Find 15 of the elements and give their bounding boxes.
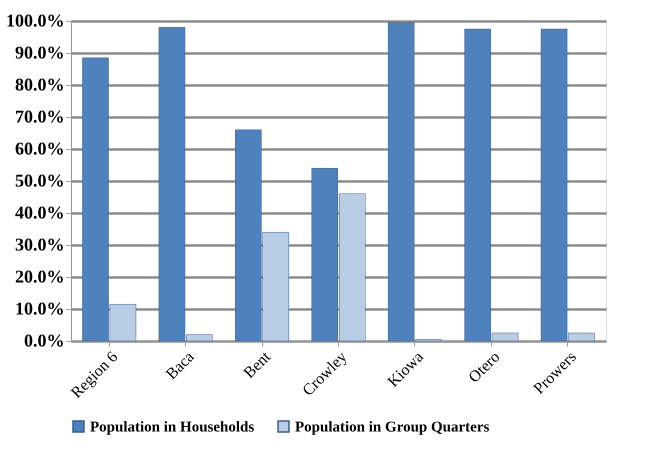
legend-label: Population in Group Quarters [295, 420, 490, 436]
x-tick-label: Bent [240, 348, 274, 382]
y-tick-label: 80.0% [15, 74, 64, 94]
y-tick-label: 90.0% [15, 42, 64, 62]
y-tick-label: 70.0% [15, 106, 64, 126]
y-tick-label: 0.0% [24, 330, 64, 350]
y-tick-label: 40.0% [15, 202, 64, 222]
y-tick-label: 20.0% [15, 266, 64, 286]
legend-label: Population in Households [90, 420, 254, 436]
y-tick-label: 30.0% [15, 234, 64, 254]
y-tick-label: 50.0% [15, 170, 64, 190]
x-tick-label: Baca [163, 348, 198, 384]
y-tick-label: 60.0% [15, 138, 64, 158]
y-tick-label: 10.0% [15, 298, 64, 318]
y-tick-label: 100.0% [6, 10, 64, 30]
